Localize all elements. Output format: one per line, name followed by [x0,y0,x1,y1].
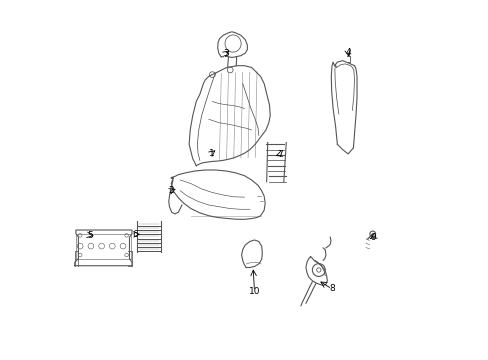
Text: 7: 7 [277,150,283,159]
Text: 10: 10 [248,287,260,296]
Text: 2: 2 [168,186,174,195]
Text: 6: 6 [132,230,138,239]
Text: 3: 3 [223,49,228,58]
Text: 1: 1 [208,149,214,158]
Text: 4: 4 [345,48,350,57]
Text: 8: 8 [328,284,334,293]
Text: 9: 9 [369,233,375,242]
Text: 5: 5 [87,231,93,240]
